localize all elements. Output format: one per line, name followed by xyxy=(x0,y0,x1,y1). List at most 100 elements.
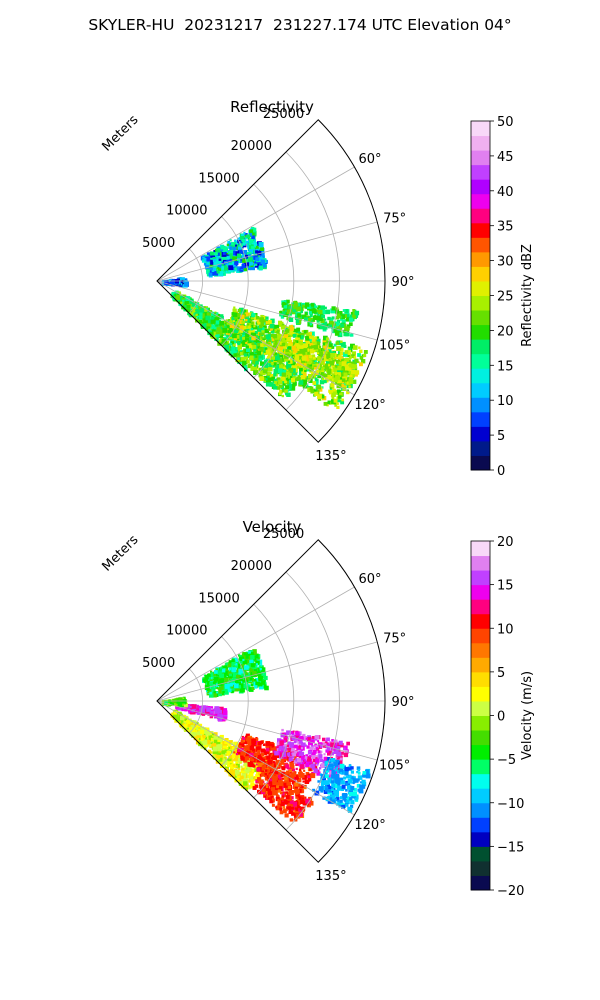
echo-gate xyxy=(253,325,256,328)
echo-gate xyxy=(329,773,332,777)
echo-gate xyxy=(216,339,219,342)
echo-gate xyxy=(356,778,360,782)
echo-gate xyxy=(220,315,224,320)
echo-gate xyxy=(303,774,308,779)
echo-gate xyxy=(273,383,276,387)
echo-gate xyxy=(166,280,172,286)
echo-gate xyxy=(283,348,287,351)
echo-gate xyxy=(317,769,321,772)
echo-gate xyxy=(302,379,307,385)
echo-gate xyxy=(312,319,315,322)
echo-gate xyxy=(239,742,245,747)
echo-gate xyxy=(265,791,269,795)
echo-gate xyxy=(277,348,282,353)
echo-gate xyxy=(309,349,315,354)
echo-gate xyxy=(247,354,250,357)
echo-gate xyxy=(347,767,351,771)
echo-gate xyxy=(248,775,254,781)
echo-gate xyxy=(277,805,281,809)
echo-gate xyxy=(314,336,318,340)
echo-gate xyxy=(330,352,336,358)
echo-gate xyxy=(260,338,263,341)
echo-gate xyxy=(244,250,247,253)
echo-gate xyxy=(276,381,280,385)
echo-gate xyxy=(264,773,267,776)
echo-gate xyxy=(254,349,259,353)
echo-gate xyxy=(232,753,237,758)
echo-gate xyxy=(281,766,285,770)
echo-gate xyxy=(267,366,273,372)
echo-gate xyxy=(338,357,342,362)
echo-gate xyxy=(314,378,319,383)
echo-gate xyxy=(237,308,241,312)
echo-gate xyxy=(264,749,269,755)
echo-gate xyxy=(254,330,258,335)
echo-gate xyxy=(281,387,287,393)
echo-gate xyxy=(339,743,344,748)
echo-gate xyxy=(316,771,321,776)
echo-gate xyxy=(349,374,353,378)
echo-gate xyxy=(247,775,251,779)
echo-gate xyxy=(351,370,356,375)
echo-gate xyxy=(281,323,285,327)
echo-gate xyxy=(305,375,310,380)
echo-gate xyxy=(325,309,330,315)
echo-gate xyxy=(327,799,333,804)
echo-gate xyxy=(226,243,230,247)
echo-gate xyxy=(264,328,270,334)
echo-gate xyxy=(302,780,305,783)
echo-gate xyxy=(311,755,316,759)
echo-gate xyxy=(341,378,346,382)
echo-gate xyxy=(317,762,320,765)
echo-gate xyxy=(209,739,213,743)
echo-gate xyxy=(246,234,250,239)
echo-gate xyxy=(185,728,189,732)
colorbar-segment xyxy=(471,222,490,238)
echo-gate xyxy=(329,763,334,768)
echo-gate xyxy=(348,364,352,369)
echo-gate xyxy=(333,789,337,794)
echo-gate xyxy=(300,735,304,739)
colorbar-segment xyxy=(471,193,490,209)
echo-gate xyxy=(281,379,286,384)
echo-gate xyxy=(196,724,200,728)
echo-gate xyxy=(186,723,191,727)
echo-gate xyxy=(327,371,331,375)
echo-gate xyxy=(268,769,272,773)
echo-gate xyxy=(256,331,261,336)
echo-gate xyxy=(273,764,277,768)
echo-gate xyxy=(287,741,292,746)
echo-gate xyxy=(194,312,198,316)
echo-gate xyxy=(281,342,286,347)
echo-gate xyxy=(242,336,245,340)
echo-gate xyxy=(296,306,302,312)
echo-gate xyxy=(330,799,336,805)
echo-gate xyxy=(278,780,284,786)
colorbar-tick-label: 35 xyxy=(497,220,514,235)
echo-gate xyxy=(309,331,315,337)
echo-gate xyxy=(252,779,255,782)
echo-gate xyxy=(301,378,305,381)
echo-gate xyxy=(319,755,323,759)
echo-gate xyxy=(241,239,245,243)
echo-gate xyxy=(336,756,341,760)
echo-gate xyxy=(289,818,293,822)
echo-gate xyxy=(201,741,204,744)
echo-gate xyxy=(294,346,298,350)
echo-gate xyxy=(262,340,265,344)
echo-gate xyxy=(259,321,265,327)
echo-gate xyxy=(246,240,249,243)
echo-gate xyxy=(350,770,354,774)
echo-gate xyxy=(242,350,246,355)
echo-gate xyxy=(343,776,347,780)
echo-gate xyxy=(217,268,222,272)
echo-gate xyxy=(193,733,198,737)
echo-gate xyxy=(220,740,224,744)
echo-gate xyxy=(235,765,238,768)
echo-gate xyxy=(287,352,292,357)
echo-gate xyxy=(298,768,302,771)
echo-gate xyxy=(315,363,321,369)
echo-gate xyxy=(239,308,244,313)
echo-gate xyxy=(255,752,261,757)
echo-gate xyxy=(250,265,255,271)
